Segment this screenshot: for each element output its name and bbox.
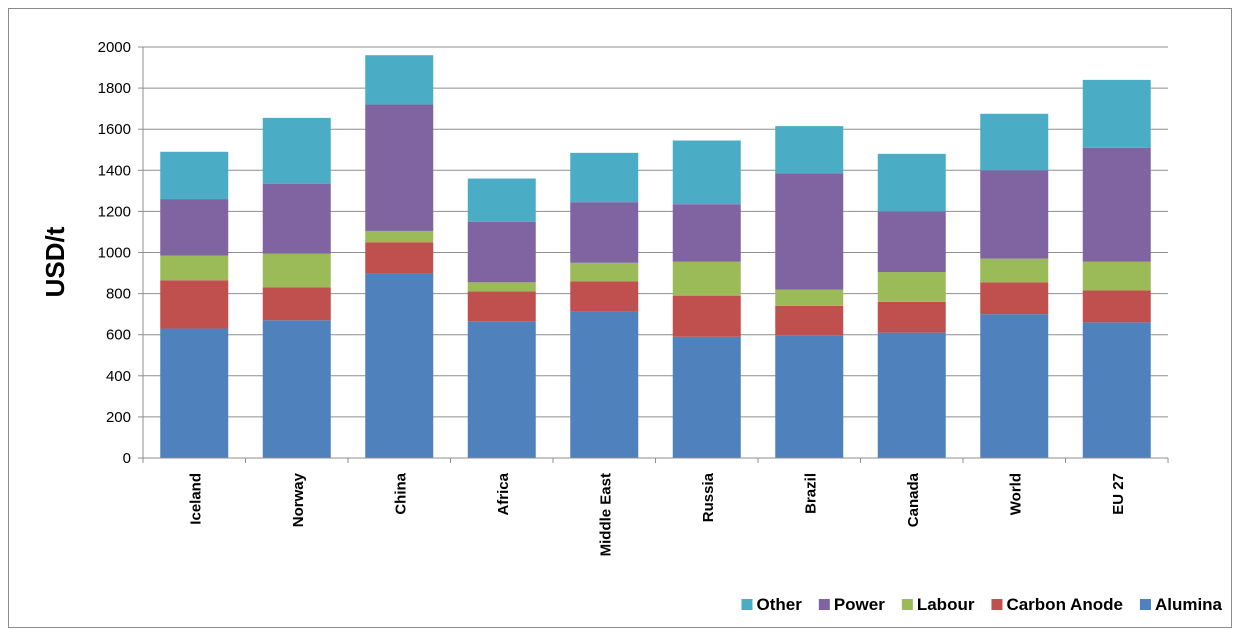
y-tick-label: 1800 — [98, 80, 131, 97]
y-tick-label: 1600 — [98, 121, 131, 138]
bar-segment-power — [570, 202, 639, 263]
bar-segment-power — [1082, 147, 1151, 262]
bar-segment-other — [262, 117, 331, 184]
bar-segment-labour — [775, 289, 844, 306]
y-tick-label: 1400 — [98, 162, 131, 179]
bar-segment-labour — [1082, 261, 1151, 291]
bar-segment-other — [570, 152, 639, 203]
bar-segment-alumina — [877, 332, 946, 458]
legend-swatch — [991, 599, 1003, 610]
y-tick-label: 0 — [123, 450, 131, 467]
bar-segment-alumina — [570, 311, 639, 458]
bar-segment-power — [160, 199, 229, 256]
y-tick-label: 600 — [106, 327, 131, 344]
bar-segment-carbon-anode — [160, 280, 229, 329]
legend: Other Power Labour Carbon Anode Alumina — [741, 595, 1223, 614]
bar-segment-carbon-anode — [1082, 290, 1151, 323]
bar-segment-alumina — [365, 273, 434, 458]
bar-segment-labour — [672, 261, 741, 296]
legend-label: Alumina — [1155, 595, 1223, 614]
bar-segment-other — [672, 140, 741, 205]
x-tick-label: Norway — [290, 472, 307, 527]
bar-segment-carbon-anode — [775, 305, 844, 336]
bar-segment-power — [775, 173, 844, 290]
x-tick-label: Middle East — [597, 473, 614, 556]
y-tick-label: 1000 — [98, 245, 131, 262]
bar-segment-labour — [467, 282, 536, 292]
x-tick-label: Iceland — [187, 473, 204, 525]
bar-segment-power — [467, 221, 536, 283]
bar-segment-labour — [365, 230, 434, 243]
legend-swatch — [741, 599, 753, 610]
bar-segment-other — [775, 126, 844, 174]
bar-segment-labour — [262, 253, 331, 288]
bar-segment-other — [467, 178, 536, 222]
bar-segment-alumina — [467, 321, 536, 458]
bar-segment-power — [262, 183, 331, 254]
x-tick-label: World — [1007, 473, 1024, 515]
legend-label: Power — [834, 595, 885, 614]
bar-segment-carbon-anode — [467, 291, 536, 322]
legend-label: Other — [756, 595, 802, 614]
bar-segment-carbon-anode — [877, 301, 946, 333]
bar-segment-other — [1082, 79, 1151, 148]
bar-segment-other — [877, 153, 946, 212]
bar-segment-other — [160, 151, 229, 200]
bar-segment-labour — [877, 272, 946, 302]
bar-segment-labour — [570, 262, 639, 282]
bar-segment-alumina — [160, 328, 229, 458]
bars — [160, 55, 1151, 458]
bar-segment-alumina — [1082, 322, 1151, 458]
y-tick-label: 1200 — [98, 203, 131, 220]
y-tick-label: 2000 — [98, 39, 131, 56]
legend-label: Carbon Anode — [1006, 595, 1122, 614]
bar-segment-carbon-anode — [672, 295, 741, 337]
bar-segment-alumina — [262, 320, 331, 458]
bar-segment-carbon-anode — [262, 287, 331, 321]
legend-swatch — [901, 599, 913, 610]
bar-segment-power — [672, 204, 741, 262]
bar-segment-other — [980, 113, 1049, 171]
bar-segment-carbon-anode — [570, 281, 639, 312]
y-axis-title: USD/t — [40, 226, 70, 297]
x-tick-label: Russia — [700, 472, 717, 522]
bar-segment-alumina — [775, 335, 844, 458]
bar-segment-alumina — [980, 314, 1049, 458]
y-tick-label: 200 — [106, 409, 131, 426]
bar-segment-carbon-anode — [980, 282, 1049, 315]
legend-swatch — [1139, 599, 1151, 610]
bar-segment-alumina — [672, 336, 741, 458]
bar-segment-power — [877, 211, 946, 273]
x-tick-label: Africa — [495, 472, 512, 515]
bar-segment-carbon-anode — [365, 242, 434, 274]
axes — [138, 46, 1169, 463]
legend-label: Labour — [917, 595, 975, 614]
bar-segment-labour — [980, 258, 1049, 283]
bar-segment-power — [365, 104, 434, 231]
x-tick-label: China — [392, 472, 409, 514]
y-tick-label: 400 — [106, 368, 131, 385]
y-tick-label: 800 — [106, 286, 131, 303]
legend-swatch — [818, 599, 830, 610]
axis-labels: 0 200 400 600 800 1000 1200 1400 1600 1800 2000 Ice… — [98, 39, 1127, 556]
x-tick-label: EU 27 — [1110, 473, 1127, 515]
bar-segment-power — [980, 170, 1049, 259]
bar-segment-other — [365, 55, 434, 105]
x-tick-label: Canada — [905, 472, 922, 527]
x-tick-label: Brazil — [802, 473, 819, 514]
bar-segment-labour — [160, 255, 229, 281]
